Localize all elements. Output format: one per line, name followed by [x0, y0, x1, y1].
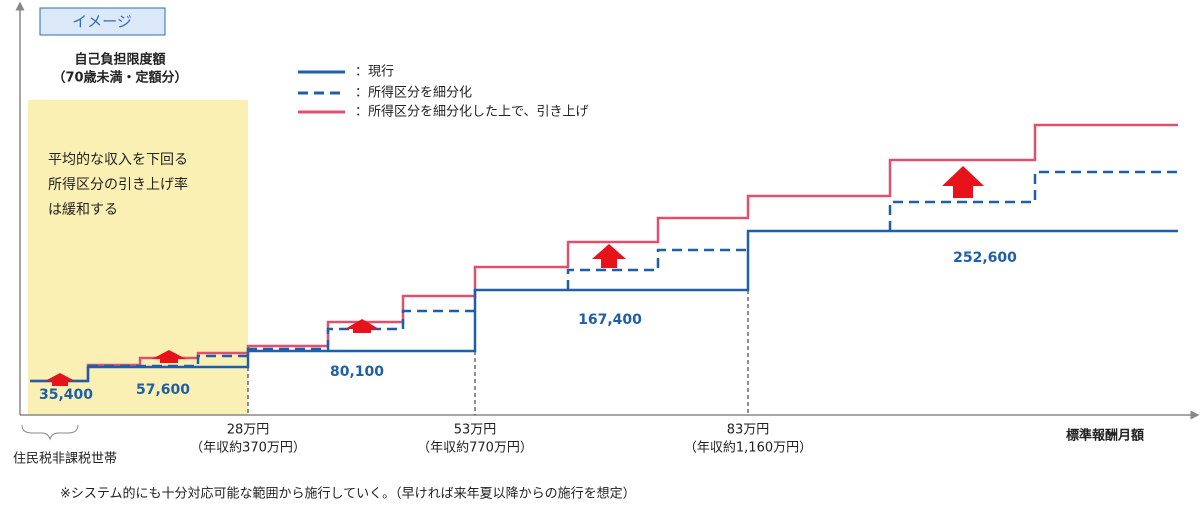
x-label: （年収約1,160万円） — [684, 441, 812, 456]
legend-text: ：所得区分を細分化 — [355, 85, 472, 101]
highlight-area — [28, 100, 248, 415]
x-label: 83万円 — [727, 423, 770, 438]
x-label: 53万円 — [454, 423, 497, 438]
x-axis-title: 標準報酬月額 — [1066, 428, 1144, 444]
badge-box — [39, 7, 166, 36]
x-label: （年収約770万円） — [417, 441, 533, 456]
current-line — [30, 229, 1178, 383]
footnote: ※システム的にも十分対応可能な範囲から施行していく。（早ければ来年夏以降からの施… — [60, 486, 636, 502]
value-label: 167,400 — [578, 312, 642, 328]
subdivided-line — [88, 170, 1178, 368]
arrows — [45, 166, 984, 386]
note: は緩和する — [48, 202, 118, 218]
value-label: 57,600 — [136, 382, 190, 398]
brace — [21, 424, 79, 441]
y-label: （70歳未満・定額分） — [52, 70, 187, 86]
value-label: 35,400 — [39, 387, 93, 403]
note: 平均的な収入を下回る — [48, 152, 188, 168]
badge: イメージ — [72, 13, 132, 31]
guides — [247, 290, 749, 415]
raised-line — [30, 123, 1178, 383]
value-label: 252,600 — [953, 250, 1017, 266]
value-label: 80,100 — [330, 364, 384, 380]
brace-label: 住民税非課税世帯 — [13, 451, 117, 467]
legend-text: ：現行 — [355, 65, 394, 80]
note: 所得区分の引き上げ率 — [48, 176, 188, 193]
x-label: 28万円 — [227, 423, 270, 438]
y-label: 自己負担限度額 — [74, 52, 165, 68]
legend-text: ：所得区分を細分化した上で、引き上げ — [355, 104, 588, 120]
x-label: （年収約370万円） — [190, 441, 306, 456]
